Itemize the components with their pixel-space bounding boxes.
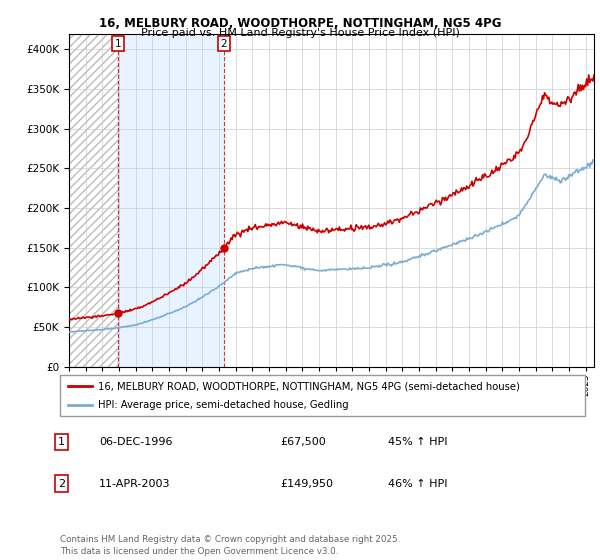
Text: £67,500: £67,500 bbox=[280, 437, 326, 447]
Text: 2: 2 bbox=[58, 479, 65, 488]
Text: 45% ↑ HPI: 45% ↑ HPI bbox=[388, 437, 448, 447]
Text: 1: 1 bbox=[58, 437, 65, 447]
Text: Contains HM Land Registry data © Crown copyright and database right 2025.
This d: Contains HM Land Registry data © Crown c… bbox=[60, 535, 400, 556]
Text: 1: 1 bbox=[115, 39, 121, 49]
Text: £149,950: £149,950 bbox=[280, 479, 333, 488]
Bar bbox=[69, 34, 118, 367]
Text: 46% ↑ HPI: 46% ↑ HPI bbox=[388, 479, 448, 488]
Text: Price paid vs. HM Land Registry's House Price Index (HPI): Price paid vs. HM Land Registry's House … bbox=[140, 28, 460, 38]
Text: HPI: Average price, semi-detached house, Gedling: HPI: Average price, semi-detached house,… bbox=[98, 400, 349, 410]
Text: 06-DEC-1996: 06-DEC-1996 bbox=[100, 437, 173, 447]
Text: 16, MELBURY ROAD, WOODTHORPE, NOTTINGHAM, NG5 4PG: 16, MELBURY ROAD, WOODTHORPE, NOTTINGHAM… bbox=[99, 17, 501, 30]
Bar bbox=[118, 34, 224, 367]
Text: 11-APR-2003: 11-APR-2003 bbox=[100, 479, 171, 488]
Text: 2: 2 bbox=[220, 39, 227, 49]
Text: 16, MELBURY ROAD, WOODTHORPE, NOTTINGHAM, NG5 4PG (semi-detached house): 16, MELBURY ROAD, WOODTHORPE, NOTTINGHAM… bbox=[98, 381, 520, 391]
